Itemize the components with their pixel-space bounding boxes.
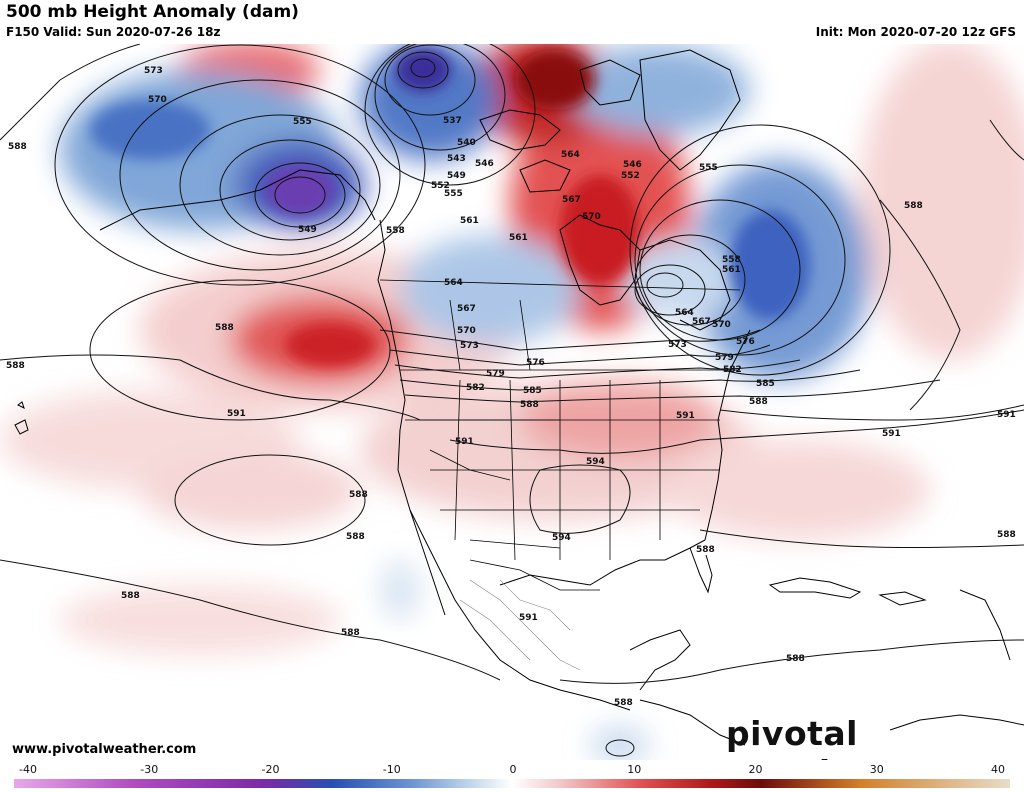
contour-label: 540 (457, 138, 476, 148)
colorbar-tick-label: -30 (140, 763, 158, 776)
contour-label: 561 (460, 216, 479, 226)
contour-label: 555 (444, 189, 463, 199)
source-url: www.pivotalweather.com (12, 742, 197, 757)
contour-label: 546 (475, 159, 494, 169)
colorbar-tick-label: 40 (991, 763, 1005, 776)
contour-label: 591 (676, 411, 695, 421)
contour-label: 555 (293, 117, 312, 127)
colorbar: -40 -30 -20 -10 0 10 20 30 40 (0, 760, 1024, 791)
contour-label: 567 (692, 317, 711, 327)
contour-label: 588 (904, 201, 923, 211)
contour-label: 591 (227, 409, 246, 419)
contour-label: 588 (349, 490, 368, 500)
contour-label: 561 (509, 233, 528, 243)
map-header: 500 mb Height Anomaly (dam) F150 Valid: … (0, 0, 1024, 44)
contour-label: 588 (520, 400, 539, 410)
contour-label: 591 (882, 429, 901, 439)
contour-label: 588 (614, 698, 633, 708)
contour-label: 591 (519, 613, 538, 623)
contour-label: 591 (997, 410, 1016, 420)
contour-label: 594 (552, 533, 571, 543)
height-contours (0, 44, 1024, 757)
contour-label: 588 (215, 323, 234, 333)
colorbar-tick-label: -10 (383, 763, 401, 776)
contour-label: 564 (675, 308, 694, 318)
contour-label: 576 (736, 337, 755, 347)
contour-label: 588 (696, 545, 715, 555)
colorbar-tick-label: 10 (627, 763, 641, 776)
contour-label: 588 (341, 628, 360, 638)
contour-label: 552 (431, 181, 450, 191)
contour-label: 570 (148, 95, 167, 105)
contour-label: 588 (8, 142, 27, 152)
contour-label: 558 (386, 226, 405, 236)
contour-label: 573 (668, 340, 687, 350)
contour-label: 588 (786, 654, 805, 664)
contour-label: 546 (623, 160, 642, 170)
contour-label: 549 (298, 225, 317, 235)
colorbar-tick-label: -40 (19, 763, 37, 776)
contour-label: 561 (722, 265, 741, 275)
contour-label: 588 (346, 532, 365, 542)
colorbar-tick-label: 30 (870, 763, 884, 776)
colorbar-tick-label: -20 (262, 763, 280, 776)
contour-label: 576 (526, 358, 545, 368)
contour-label: 549 (447, 171, 466, 181)
contour-label: 543 (447, 154, 466, 164)
contour-label: 588 (749, 397, 768, 407)
contour-label: 588 (121, 591, 140, 601)
contour-label: 564 (444, 278, 463, 288)
contour-label: 564 (561, 150, 580, 160)
colorbar-ticks: -40 -30 -20 -10 0 10 20 30 40 (19, 763, 1005, 776)
contour-label: 537 (443, 116, 462, 126)
contour-label: 552 (621, 171, 640, 181)
contour-label: 573 (460, 341, 479, 351)
contour-label: 594 (586, 457, 605, 467)
contour-label: 555 (699, 163, 718, 173)
valid-time: F150 Valid: Sun 2020-07-26 18z (6, 25, 221, 39)
mexico-borders (459, 579, 581, 671)
init-time: Init: Mon 2020-07-20 12z GFS (815, 25, 1016, 39)
colorbar-gradient (14, 779, 1010, 788)
map-title: 500 mb Height Anomaly (dam) (6, 2, 299, 22)
contour-label: 570 (457, 326, 476, 336)
contour-label: 567 (562, 195, 581, 205)
contour-label: 585 (523, 386, 542, 396)
contour-label: 588 (997, 530, 1016, 540)
contour-label: 567 (457, 304, 476, 314)
contour-label: 591 (455, 437, 474, 447)
anomaly-map: 573 570 555 549 558 537 540 543 546 549 … (0, 44, 1024, 760)
anomaly-shading (0, 44, 1024, 760)
contour-label: 570 (582, 212, 601, 222)
contour-label: 579 (486, 369, 505, 379)
contour-label: 579 (715, 353, 734, 363)
contour-label: 582 (723, 365, 742, 375)
contour-label: 558 (722, 255, 741, 265)
contour-label: 588 (6, 361, 25, 371)
contour-label: 570 (712, 320, 731, 330)
contour-label: 585 (756, 379, 775, 389)
contour-label: 582 (466, 383, 485, 393)
contour-label: 573 (144, 66, 163, 76)
contour-labels: 573 570 555 549 558 537 540 543 546 549 … (6, 66, 1016, 708)
colorbar-tick-label: 0 (510, 763, 517, 776)
colorbar-tick-label: 20 (749, 763, 763, 776)
